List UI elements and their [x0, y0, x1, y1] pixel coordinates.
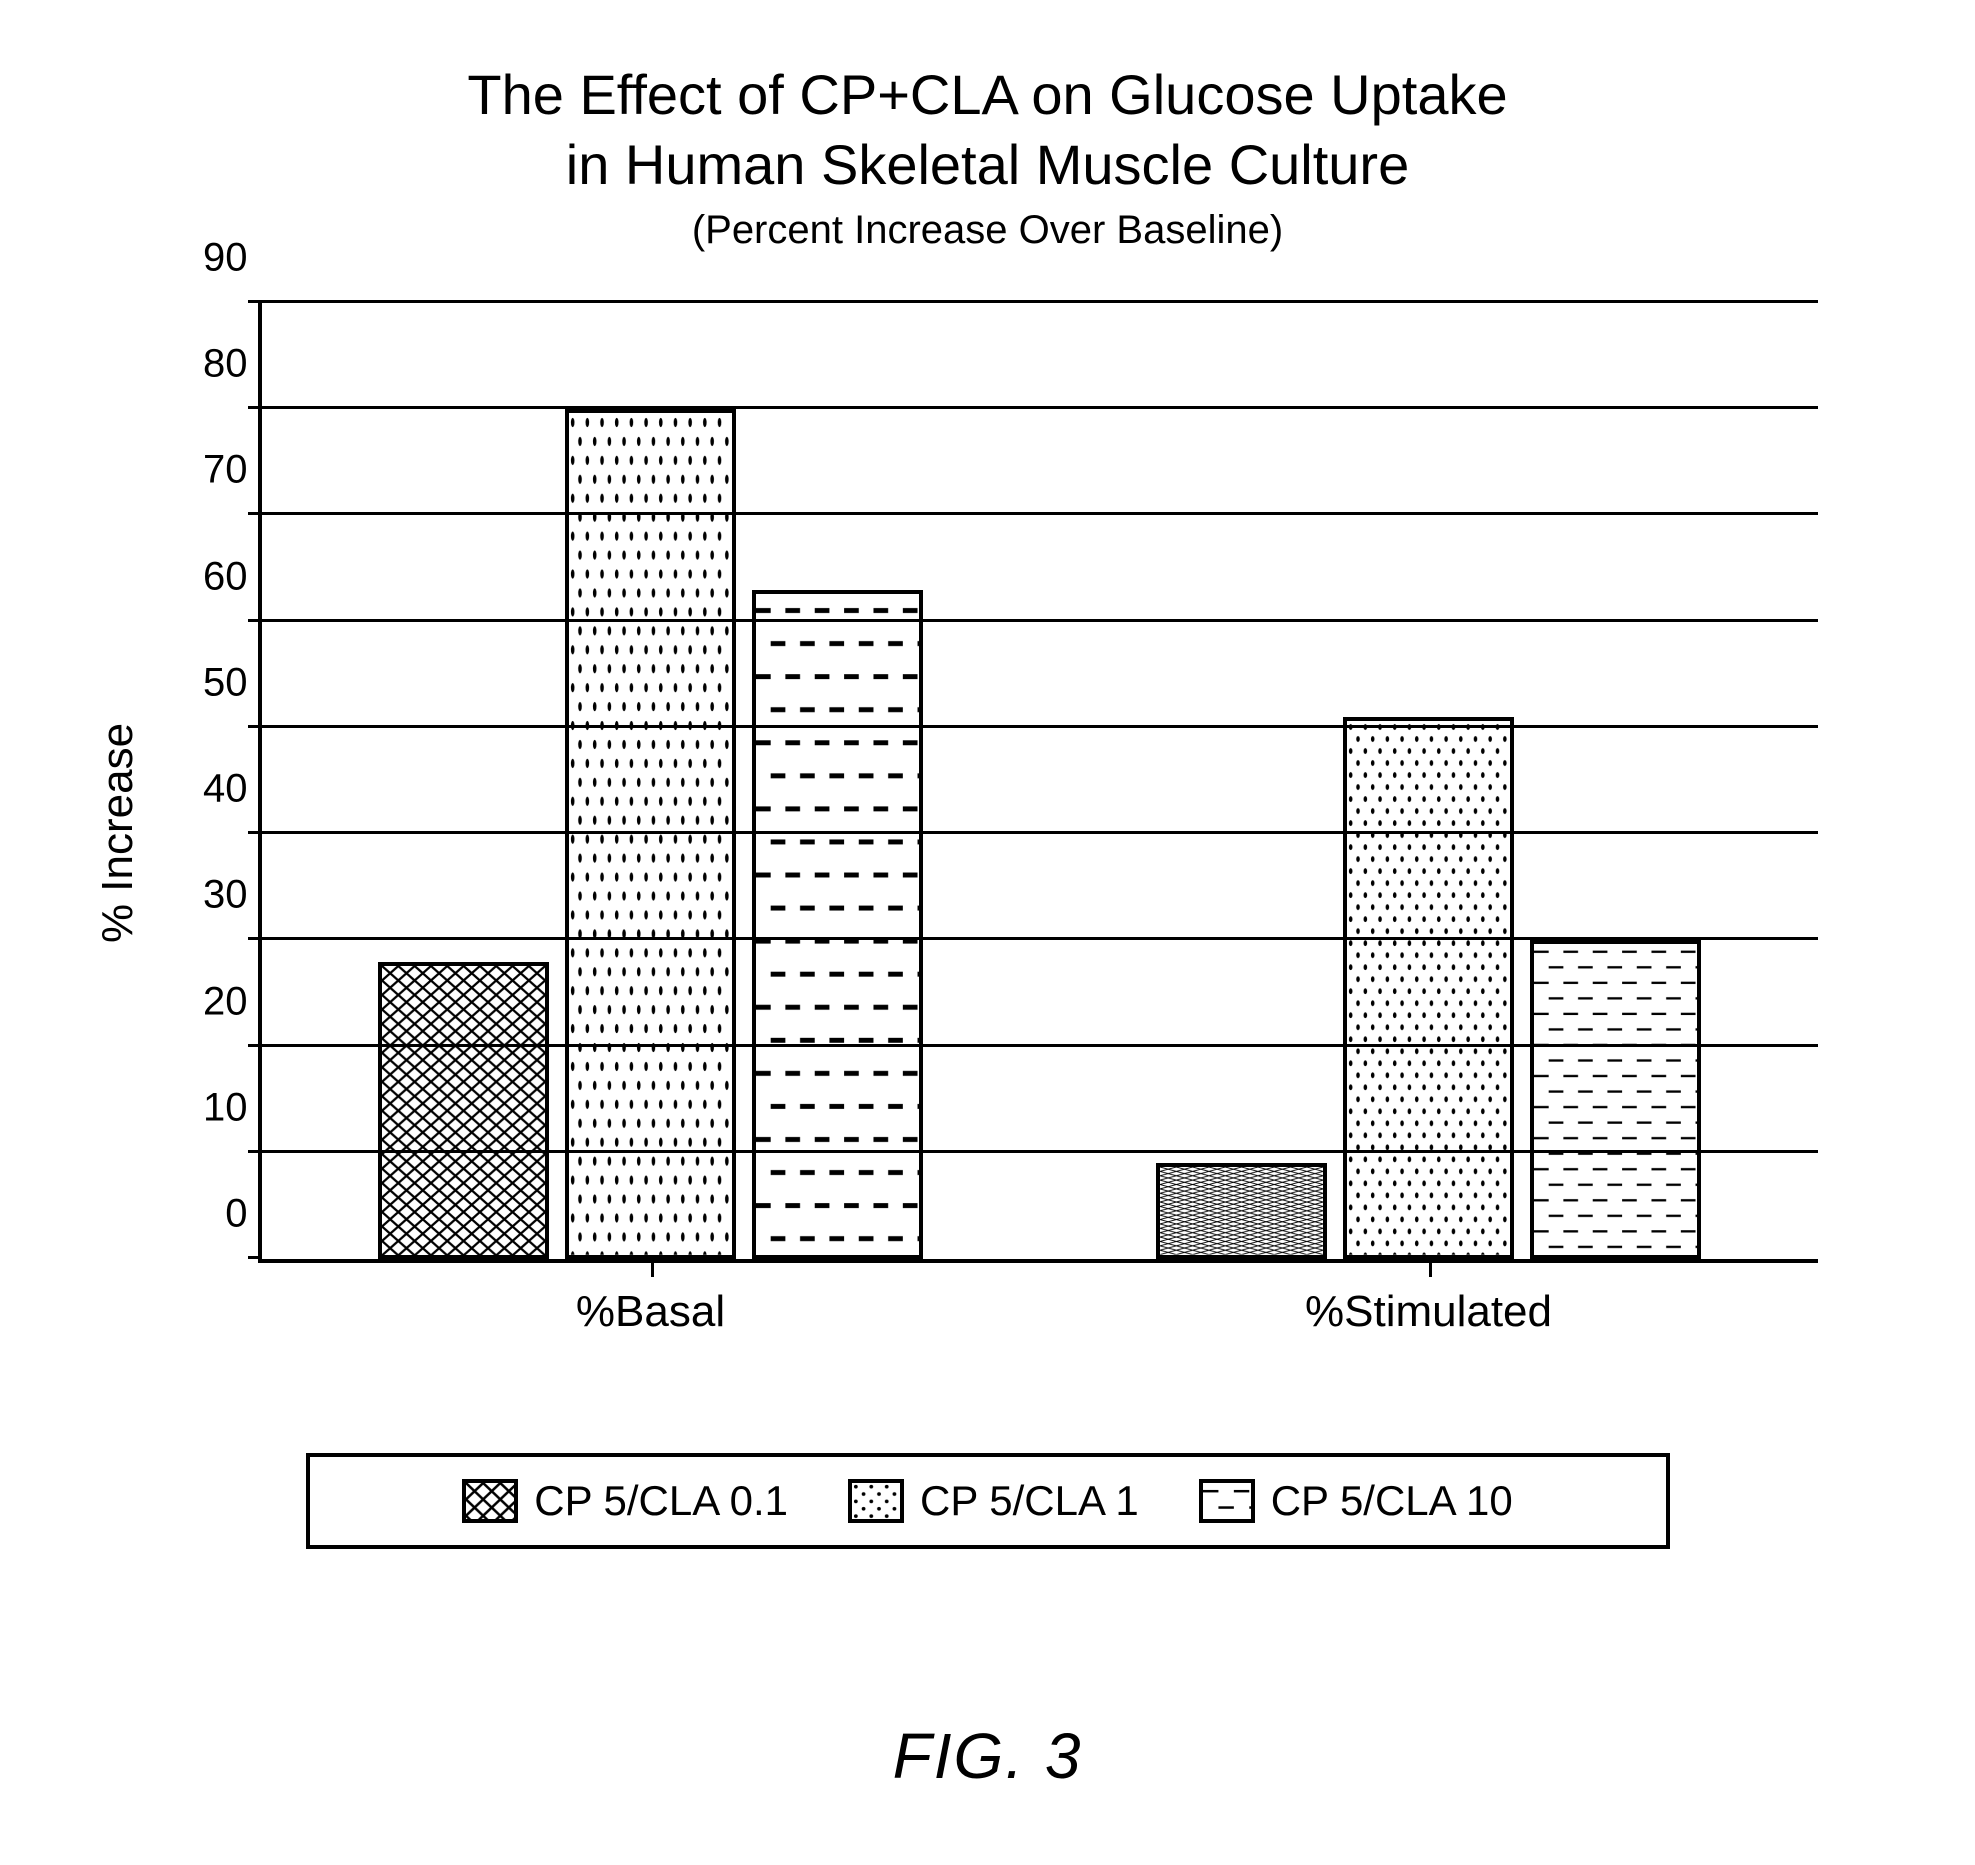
x-tick-label: %Basal [576, 1259, 725, 1337]
chart: % Increase [138, 283, 1838, 1383]
y-tick [248, 619, 262, 622]
legend-label: CP 5/CLA 0.1 [534, 1477, 788, 1525]
title-line-2: in Human Skeletal Muscle Culture [566, 133, 1409, 196]
legend: CP 5/CLA 0.1 CP 5/CLA 1 CP 5/CLA 10 [306, 1453, 1670, 1549]
y-tick-label: 0 [225, 1192, 261, 1237]
gridline [262, 512, 1818, 515]
y-tick [248, 512, 262, 515]
y-tick [248, 1044, 262, 1047]
y-tick [248, 1150, 262, 1153]
y-tick-label: 90 [203, 236, 262, 281]
bar [1530, 940, 1701, 1259]
chart-title: The Effect of CP+CLA on Glucose Uptake i… [80, 60, 1895, 200]
y-tick-label: 20 [203, 979, 262, 1024]
figure-label: FIG. 3 [80, 1719, 1895, 1793]
y-tick-label: 50 [203, 660, 262, 705]
legend-item: CP 5/CLA 1 [848, 1477, 1139, 1525]
gridline [262, 300, 1818, 303]
bar [378, 962, 549, 1259]
legend-label: CP 5/CLA 10 [1271, 1477, 1513, 1525]
y-tick-label: 60 [203, 554, 262, 599]
gridline [262, 1150, 1818, 1153]
legend-item: CP 5/CLA 0.1 [462, 1477, 788, 1525]
y-tick [248, 406, 262, 409]
plot-area: %Basal %Stimulated 0102030405060708090 [258, 303, 1818, 1263]
title-line-1: The Effect of CP+CLA on Glucose Uptake [467, 63, 1507, 126]
y-tick-label: 30 [203, 873, 262, 918]
y-tick-label: 80 [203, 342, 262, 387]
legend-swatch [1199, 1479, 1255, 1523]
gridline [262, 937, 1818, 940]
gridline [262, 725, 1818, 728]
y-tick [248, 937, 262, 940]
bar [1343, 717, 1514, 1259]
bar [752, 590, 923, 1259]
bar-groups: %Basal %Stimulated [262, 303, 1818, 1259]
gridline [262, 1044, 1818, 1047]
y-axis-label: % Increase [93, 723, 143, 943]
y-tick [248, 1256, 262, 1259]
legend-item: CP 5/CLA 10 [1199, 1477, 1513, 1525]
y-tick-label: 10 [203, 1085, 262, 1130]
gridline [262, 406, 1818, 409]
bar [1156, 1163, 1327, 1259]
y-tick-label: 40 [203, 767, 262, 812]
y-tick-label: 70 [203, 448, 262, 493]
y-tick [248, 300, 262, 303]
y-tick [248, 725, 262, 728]
y-tick [248, 831, 262, 834]
gridline [262, 619, 1818, 622]
page: The Effect of CP+CLA on Glucose Uptake i… [0, 0, 1975, 1865]
legend-label: CP 5/CLA 1 [920, 1477, 1139, 1525]
legend-swatch [848, 1479, 904, 1523]
x-tick-label: %Stimulated [1305, 1259, 1552, 1337]
gridline [262, 831, 1818, 834]
legend-swatch [462, 1479, 518, 1523]
chart-subtitle: (Percent Increase Over Baseline) [80, 208, 1895, 253]
